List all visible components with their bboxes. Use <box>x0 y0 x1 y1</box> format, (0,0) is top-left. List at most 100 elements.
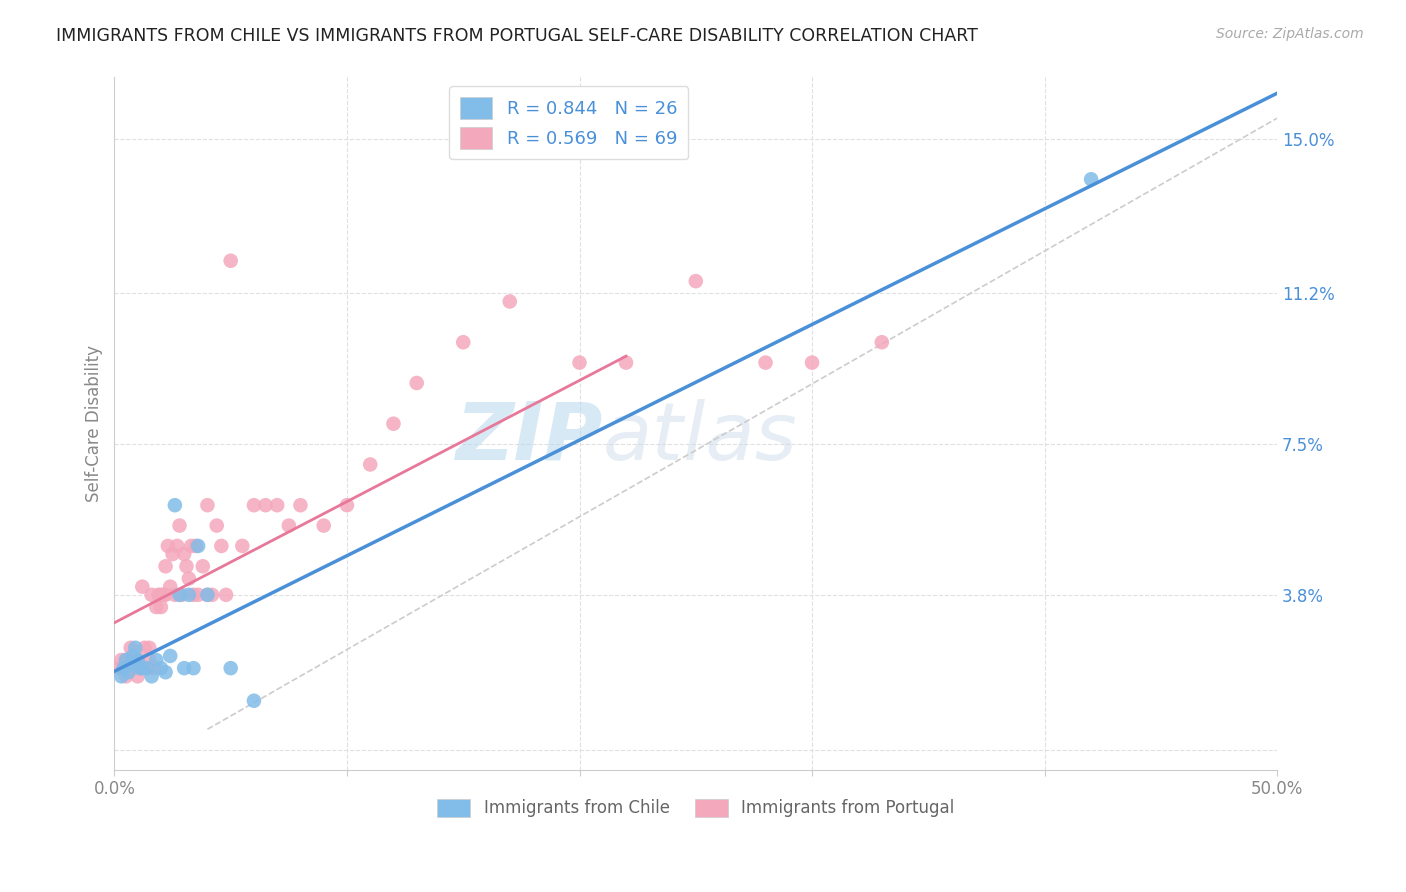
Point <box>614 356 637 370</box>
Point <box>141 669 163 683</box>
Point <box>112 661 135 675</box>
Point <box>131 661 153 675</box>
Point <box>183 661 205 675</box>
Point <box>177 588 200 602</box>
Point <box>197 498 219 512</box>
Point <box>173 661 195 675</box>
Point <box>159 648 181 663</box>
Point <box>685 274 707 288</box>
Point <box>145 653 167 667</box>
Point <box>170 588 193 602</box>
Point <box>117 661 139 675</box>
Point <box>145 600 167 615</box>
Point <box>138 653 160 667</box>
Point <box>163 498 186 512</box>
Text: Source: ZipAtlas.com: Source: ZipAtlas.com <box>1216 27 1364 41</box>
Point <box>115 653 138 667</box>
Point <box>451 335 474 350</box>
Point <box>169 518 191 533</box>
Point <box>1080 172 1102 186</box>
Point <box>138 640 160 655</box>
Point <box>129 661 152 675</box>
Point <box>176 559 198 574</box>
Point <box>162 547 184 561</box>
Point <box>115 669 138 683</box>
Point <box>173 547 195 561</box>
Point <box>382 417 405 431</box>
Point <box>120 657 142 671</box>
Point <box>568 356 591 370</box>
Point <box>243 498 266 512</box>
Point <box>201 588 224 602</box>
Point <box>112 661 135 675</box>
Point <box>136 661 159 675</box>
Point <box>155 588 177 602</box>
Point <box>754 356 776 370</box>
Point <box>149 661 172 675</box>
Point <box>152 588 174 602</box>
Point <box>163 588 186 602</box>
Point <box>134 640 156 655</box>
Point <box>184 539 207 553</box>
Legend: Immigrants from Chile, Immigrants from Portugal: Immigrants from Chile, Immigrants from P… <box>430 792 962 824</box>
Point <box>359 458 381 472</box>
Point <box>149 588 172 602</box>
Point <box>180 539 202 553</box>
Point <box>142 661 165 675</box>
Point <box>122 653 145 667</box>
Point <box>155 665 177 680</box>
Point <box>122 648 145 663</box>
Point <box>110 653 132 667</box>
Point <box>127 669 149 683</box>
Y-axis label: Self-Care Disability: Self-Care Disability <box>86 345 103 502</box>
Point <box>870 335 893 350</box>
Point <box>215 588 238 602</box>
Point <box>108 661 131 675</box>
Point <box>277 518 299 533</box>
Point <box>131 580 153 594</box>
Point <box>187 539 209 553</box>
Point <box>127 653 149 667</box>
Point <box>156 539 179 553</box>
Point <box>243 694 266 708</box>
Point <box>110 669 132 683</box>
Point <box>127 653 149 667</box>
Point <box>131 661 153 675</box>
Point <box>266 498 288 512</box>
Point <box>117 665 139 680</box>
Text: atlas: atlas <box>603 399 797 476</box>
Point <box>141 588 163 602</box>
Point <box>187 588 209 602</box>
Point <box>191 559 214 574</box>
Point <box>197 588 219 602</box>
Point <box>155 559 177 574</box>
Point <box>148 588 170 602</box>
Point <box>124 653 146 667</box>
Point <box>177 572 200 586</box>
Point <box>499 294 522 309</box>
Point <box>149 600 172 615</box>
Text: ZIP: ZIP <box>456 399 603 476</box>
Point <box>219 661 242 675</box>
Point <box>166 539 188 553</box>
Point <box>183 588 205 602</box>
Point <box>115 653 138 667</box>
Point <box>129 661 152 675</box>
Point <box>209 539 232 553</box>
Point <box>219 253 242 268</box>
Point <box>801 356 824 370</box>
Point <box>205 518 228 533</box>
Point <box>136 661 159 675</box>
Point <box>169 588 191 602</box>
Point <box>312 518 335 533</box>
Text: IMMIGRANTS FROM CHILE VS IMMIGRANTS FROM PORTUGAL SELF-CARE DISABILITY CORRELATI: IMMIGRANTS FROM CHILE VS IMMIGRANTS FROM… <box>56 27 979 45</box>
Point <box>254 498 277 512</box>
Point <box>159 580 181 594</box>
Point <box>290 498 312 512</box>
Point <box>120 640 142 655</box>
Point <box>405 376 427 390</box>
Point <box>197 588 219 602</box>
Point <box>124 640 146 655</box>
Point <box>336 498 359 512</box>
Point <box>231 539 253 553</box>
